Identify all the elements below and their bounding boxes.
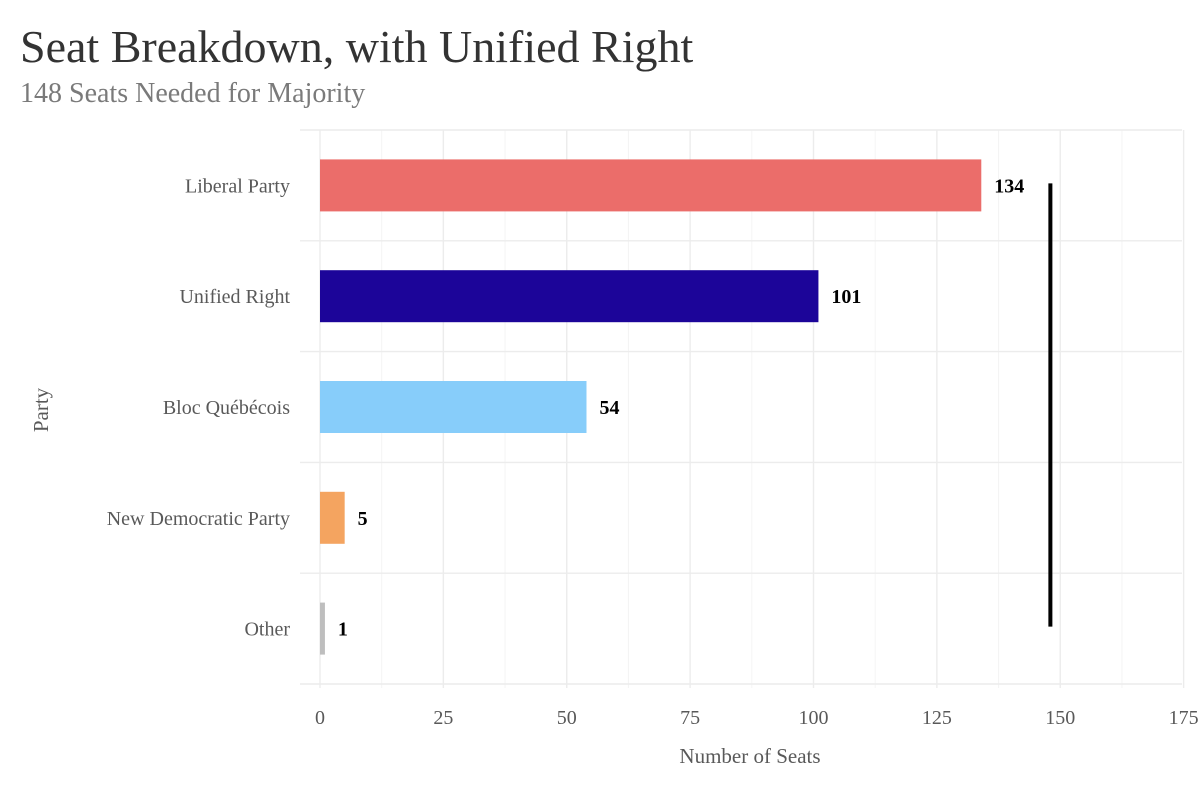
x-axis-title: Number of Seats — [679, 744, 820, 768]
x-tick-label: 0 — [315, 707, 325, 729]
x-tick-label: 50 — [557, 707, 577, 729]
value-labels: 134 101 54 5 1 — [338, 175, 1024, 640]
chart-subtitle: 148 Seats Needed for Majority — [20, 78, 365, 109]
value-label: 5 — [358, 508, 368, 530]
bars — [320, 159, 982, 655]
bar-other — [320, 602, 325, 655]
category-label: New Democratic Party — [107, 508, 290, 530]
grid-lines — [300, 129, 1185, 688]
category-labels: Liberal Party Unified Right Bloc Québécois… — [107, 175, 291, 640]
x-tick-label: 25 — [433, 707, 453, 729]
bar-unified-right — [320, 270, 819, 323]
value-label: 1 — [338, 619, 348, 641]
bar-bloc-qu-b-cois — [320, 381, 587, 433]
category-label: Other — [244, 619, 290, 641]
category-label: Liberal Party — [185, 175, 290, 197]
x-tick-label: 150 — [1045, 707, 1075, 729]
value-label: 54 — [599, 397, 619, 419]
value-label: 101 — [831, 286, 861, 308]
bar-new-democratic-party — [320, 491, 345, 544]
category-label: Unified Right — [179, 286, 290, 308]
bar-liberal-party — [320, 159, 982, 212]
y-axis-title: Party — [29, 387, 53, 432]
x-tick-label: 100 — [799, 707, 829, 729]
chart-title: Seat Breakdown, with Unified Right — [20, 21, 694, 72]
x-tick-label: 125 — [922, 707, 952, 729]
x-tick-label: 175 — [1169, 707, 1199, 729]
x-tick-labels: 0 25 50 75 100 125 150 175 — [315, 707, 1199, 729]
value-label: 134 — [994, 175, 1024, 197]
x-tick-label: 75 — [680, 707, 700, 729]
category-label: Bloc Québécois — [163, 397, 290, 419]
